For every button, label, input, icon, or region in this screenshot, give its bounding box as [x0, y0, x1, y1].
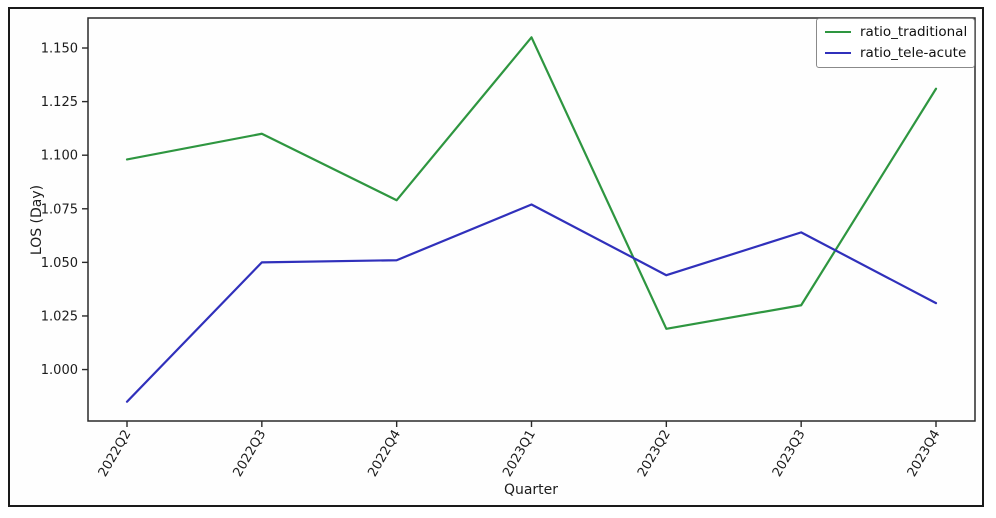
x-axis-title: Quarter	[504, 482, 558, 498]
y-tick-label: 1.150	[41, 42, 78, 57]
legend-label-traditional: ratio_traditional	[860, 24, 968, 40]
x-tick-label: 2023Q1	[500, 428, 539, 480]
y-tick-label: 1.050	[41, 256, 78, 271]
series-line-ratio_tele-acute	[125, 203, 938, 403]
series-line-ratio_traditional	[125, 36, 938, 330]
x-tick-label: 2022Q3	[231, 428, 270, 480]
legend-line-swatch-traditional	[825, 31, 851, 34]
y-tick-label: 1.075	[41, 202, 78, 217]
x-tick-label: 2022Q2	[96, 428, 135, 480]
x-tick-label: 2023Q3	[770, 428, 809, 480]
figure-border	[8, 7, 984, 507]
y-tick-label: 1.025	[41, 309, 78, 324]
legend-line-swatch-tele-acute	[825, 52, 851, 55]
y-tick-label: 1.100	[41, 149, 78, 164]
y-tick-label: 1.125	[41, 95, 78, 110]
x-tick-label: 2023Q4	[905, 428, 944, 480]
x-tick-label: 2022Q4	[365, 428, 404, 480]
x-tick-label: 2023Q2	[635, 428, 674, 480]
axes-spines	[87, 17, 976, 422]
legend-item-tele-acute: ratio_tele-acute	[825, 44, 967, 62]
legend-item-traditional: ratio_traditional	[825, 24, 968, 41]
y-tick-label: 1.000	[41, 363, 78, 378]
legend: ratio_traditional ratio_tele-acute	[816, 18, 975, 68]
y-axis-title: LOS (Day)	[29, 185, 45, 255]
plot-layers: 1.000 1.025 1.050 1.075 1.100 1.125 1.150 2022Q…	[41, 17, 976, 480]
legend-label-tele-acute: ratio_tele-acute	[860, 44, 967, 61]
